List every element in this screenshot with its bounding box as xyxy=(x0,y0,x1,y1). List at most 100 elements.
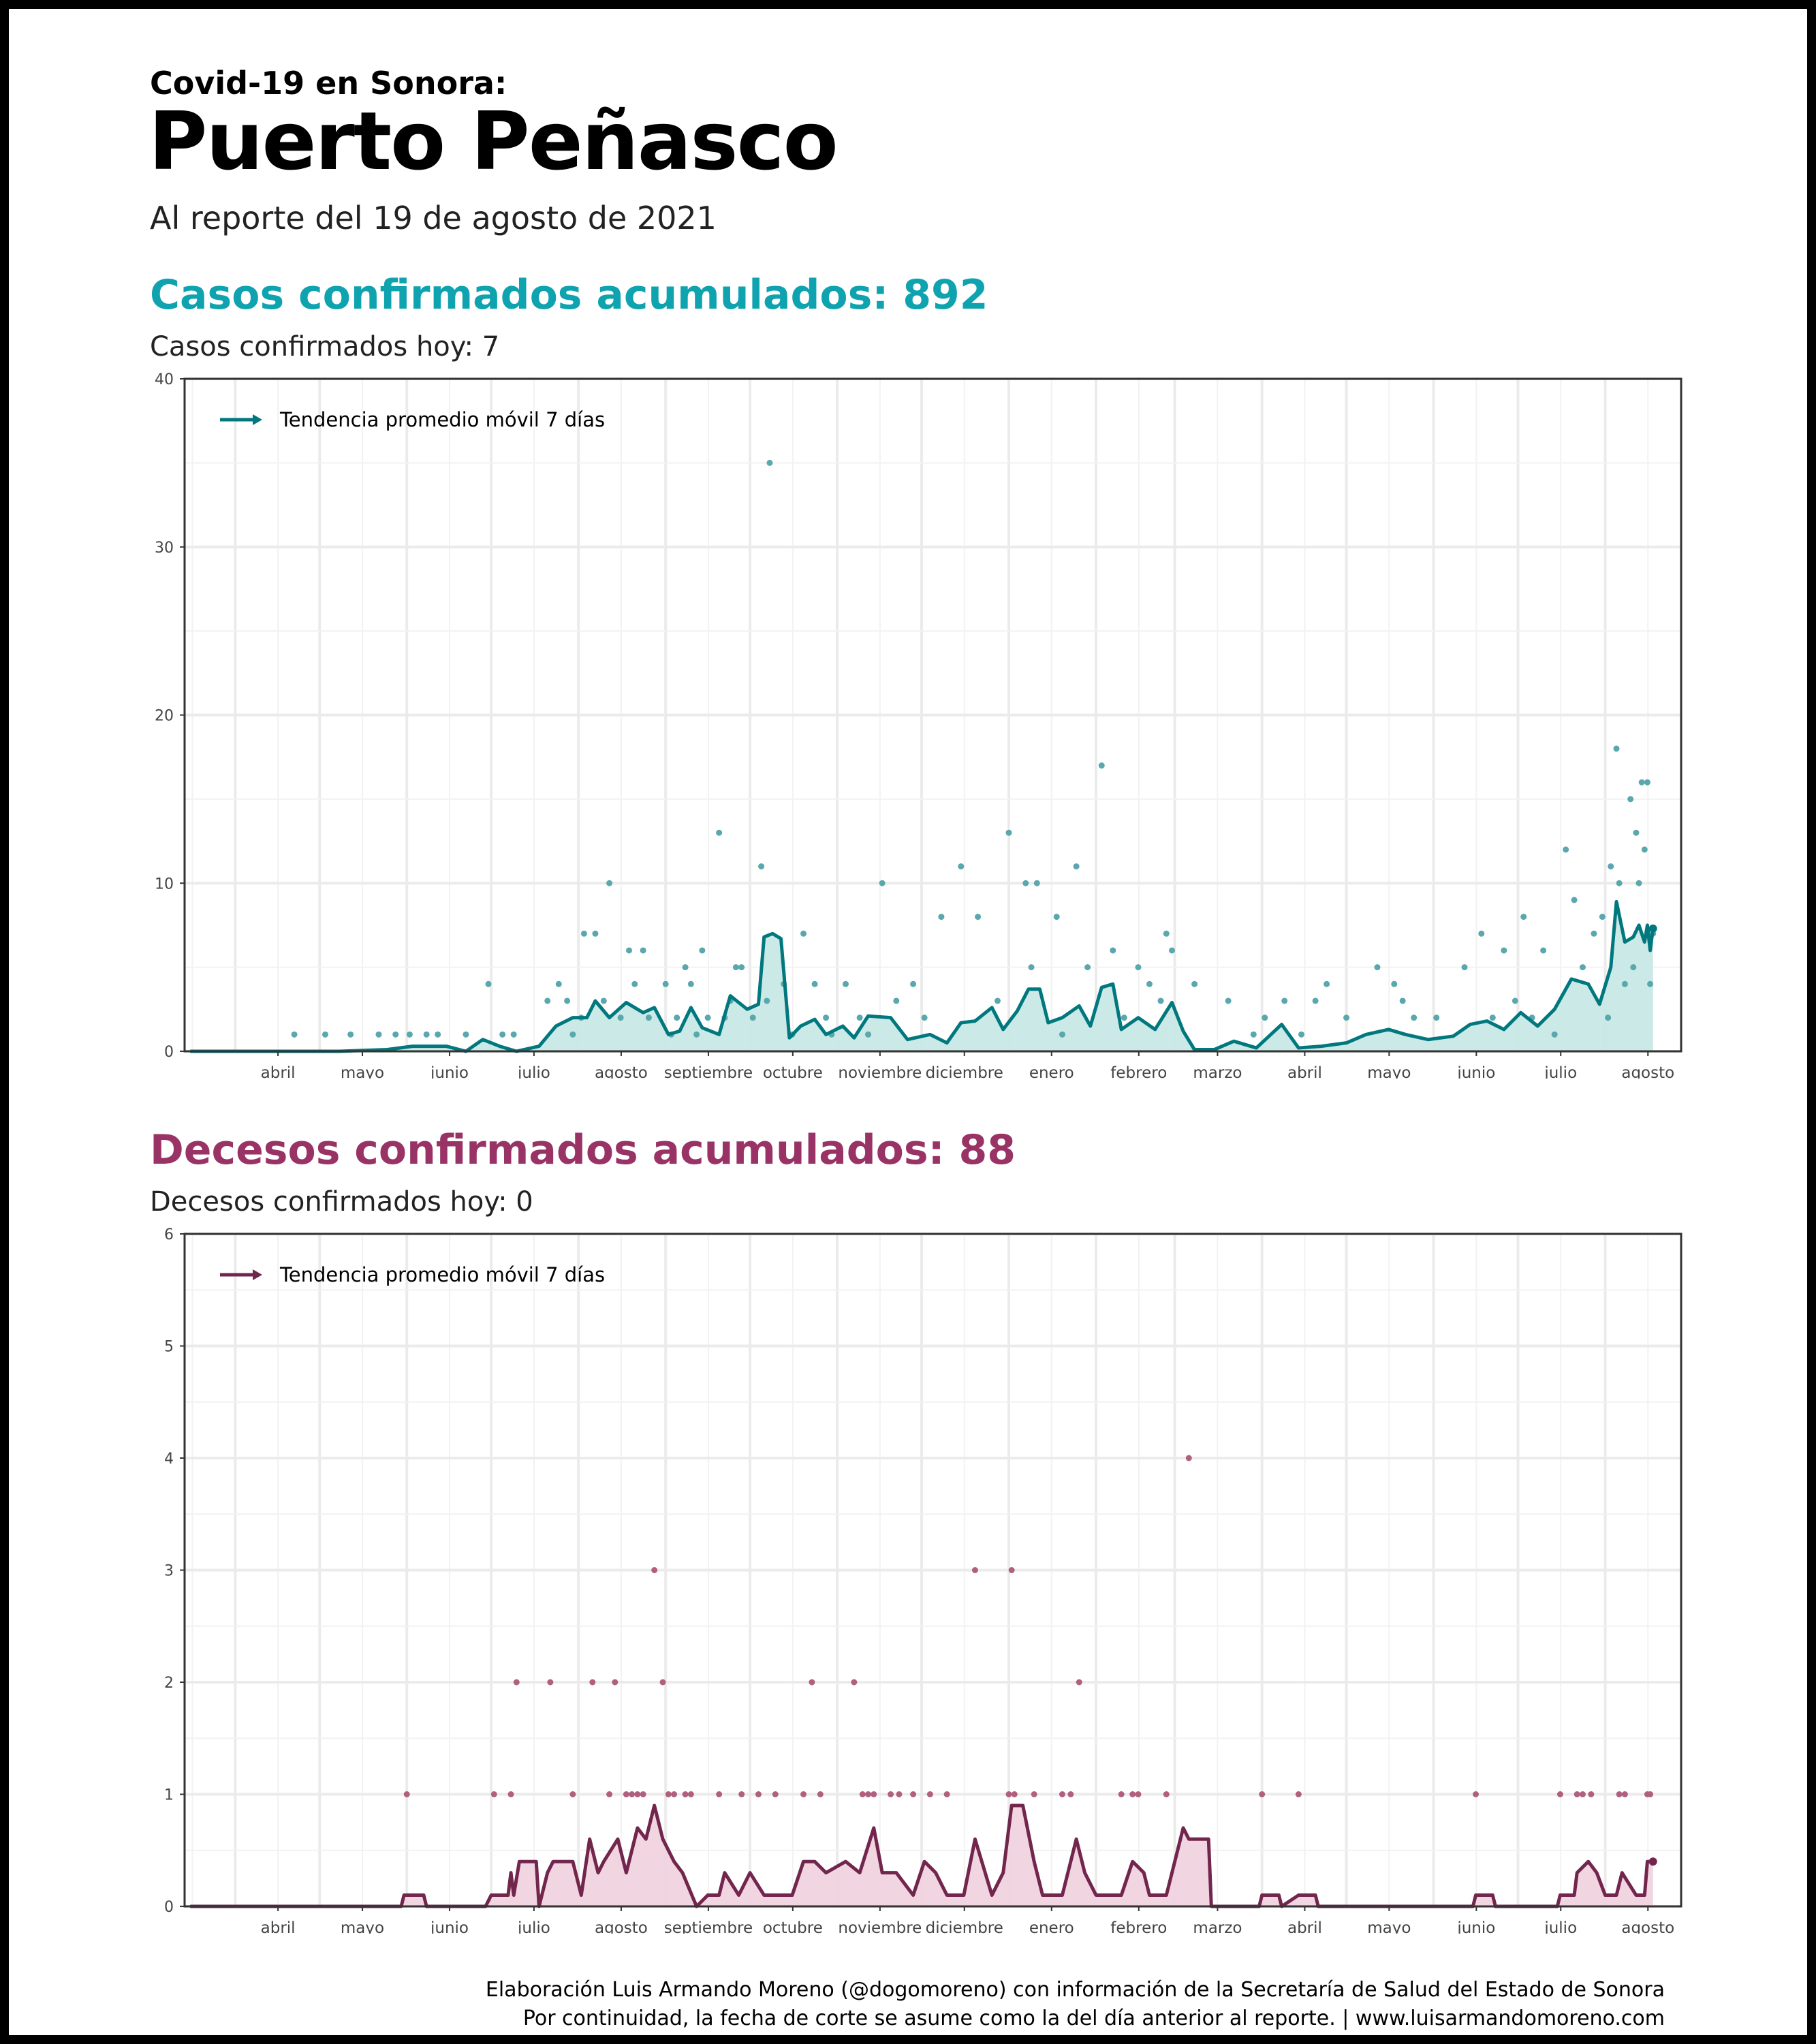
deaths-chart: 0 1 2 3 4 5 6 abril mayo junio julio agosto septiemb… xyxy=(164,1226,1682,1934)
daily-point xyxy=(1579,964,1586,971)
daily-point xyxy=(1635,880,1642,886)
daily-point xyxy=(1551,1031,1558,1038)
daily-point xyxy=(499,1031,506,1038)
daily-point xyxy=(755,1791,762,1797)
x-tick-label: abril xyxy=(261,1064,296,1079)
daily-point xyxy=(1135,964,1142,971)
daily-point xyxy=(910,1791,917,1797)
daily-point xyxy=(1579,1791,1586,1797)
credit-line-2: Por continuidad, la fecha de corte se as… xyxy=(522,2007,1665,2030)
daily-point xyxy=(1129,1791,1136,1797)
daily-point xyxy=(704,1015,711,1021)
daily-point xyxy=(1391,980,1398,987)
daily-point xyxy=(1312,997,1319,1004)
daily-point xyxy=(435,1031,441,1038)
daily-point xyxy=(1031,1791,1037,1797)
daily-point xyxy=(1616,880,1623,886)
legend-label: Tendencia promedio móvil 7 días xyxy=(279,408,605,431)
daily-point xyxy=(921,1015,928,1021)
daily-point xyxy=(809,1679,815,1686)
deaths-heading: Decesos confirmados acumulados: 88 xyxy=(150,1126,1016,1174)
x-tick-label: octubre xyxy=(763,1064,823,1079)
cases-heading: Casos confirmados acumulados: 892 xyxy=(150,271,988,319)
daily-point xyxy=(1011,1791,1018,1797)
y-tick-label: 1 xyxy=(164,1787,174,1804)
daily-point xyxy=(1084,964,1091,971)
daily-point xyxy=(1613,745,1620,752)
cases-subheading: Casos confirmados hoy: 7 xyxy=(150,331,500,362)
daily-point xyxy=(716,829,723,836)
daily-point xyxy=(1489,1015,1496,1021)
daily-point xyxy=(375,1031,382,1038)
y-tick-label: 10 xyxy=(155,876,174,893)
daily-point xyxy=(1638,779,1645,786)
daily-point xyxy=(772,1791,779,1797)
daily-point xyxy=(879,880,886,886)
x-tick-label: mayo xyxy=(341,1064,384,1079)
kicker-title: Covid-19 en Sonora: xyxy=(150,65,507,102)
daily-point xyxy=(1295,1791,1302,1797)
daily-point xyxy=(510,1031,517,1038)
x-tick-label: noviembre xyxy=(838,1064,922,1079)
y-tick-label: 6 xyxy=(164,1226,174,1243)
daily-point xyxy=(1146,980,1153,987)
x-tick-label: marzo xyxy=(1193,1919,1242,1934)
daily-point xyxy=(1633,829,1640,836)
daily-point xyxy=(1005,829,1012,836)
daily-point xyxy=(674,1015,680,1021)
daily-point xyxy=(1399,997,1406,1004)
daily-point xyxy=(975,914,982,920)
deaths-subheading: Decesos confirmados hoy: 0 xyxy=(150,1186,533,1218)
x-tick-label: marzo xyxy=(1193,1064,1242,1079)
daily-point xyxy=(580,930,587,937)
daily-point xyxy=(1185,1455,1192,1461)
daily-point xyxy=(1262,1015,1268,1021)
daily-point xyxy=(1630,964,1637,971)
daily-point xyxy=(682,1791,689,1797)
x-tick-label: febrero xyxy=(1110,1919,1167,1934)
daily-point xyxy=(699,947,706,954)
daily-point xyxy=(1588,1791,1595,1797)
daily-point xyxy=(623,1791,629,1797)
daily-point xyxy=(749,1015,756,1021)
daily-point xyxy=(291,1031,298,1038)
daily-point xyxy=(1157,997,1164,1004)
x-tick-label: abril xyxy=(1287,1064,1322,1079)
x-tick-label: noviembre xyxy=(838,1919,922,1934)
daily-point xyxy=(1374,964,1381,971)
daily-point xyxy=(322,1031,328,1038)
daily-point xyxy=(865,1791,872,1797)
daily-point xyxy=(716,1791,723,1797)
daily-point xyxy=(629,1791,636,1797)
daily-point xyxy=(938,914,945,920)
daily-point xyxy=(800,1791,807,1797)
y-tick-label: 4 xyxy=(164,1451,174,1468)
y-tick-label: 20 xyxy=(155,708,174,725)
trend-line xyxy=(190,1803,1653,1908)
daily-point xyxy=(888,1791,894,1797)
daily-point xyxy=(544,997,551,1004)
y-tick-label: 3 xyxy=(164,1563,174,1580)
daily-point xyxy=(687,980,694,987)
daily-point xyxy=(1616,1791,1623,1797)
daily-point xyxy=(1005,1791,1012,1797)
daily-point xyxy=(1621,980,1628,987)
daily-point xyxy=(1478,930,1485,937)
daily-point xyxy=(347,1031,354,1038)
legend-label: Tendencia promedio móvil 7 días xyxy=(279,1263,605,1286)
daily-point xyxy=(513,1679,520,1686)
x-tick-label: octubre xyxy=(763,1919,823,1934)
daily-point xyxy=(1250,1031,1257,1038)
x-tick-label: junio xyxy=(1456,1919,1495,1934)
daily-point xyxy=(490,1791,497,1797)
x-tick-label: agosto xyxy=(1621,1919,1674,1934)
daily-point xyxy=(507,1791,514,1797)
daily-point xyxy=(971,1567,978,1573)
daily-point xyxy=(645,1015,652,1021)
credit-line-1: Elaboración Luis Armando Moreno (@dogomo… xyxy=(485,1978,1665,2002)
daily-point xyxy=(1059,1791,1065,1797)
daily-point xyxy=(1556,1791,1563,1797)
daily-point xyxy=(1411,1015,1418,1021)
x-tick-label: agosto xyxy=(595,1064,648,1079)
daily-point xyxy=(943,1791,950,1797)
